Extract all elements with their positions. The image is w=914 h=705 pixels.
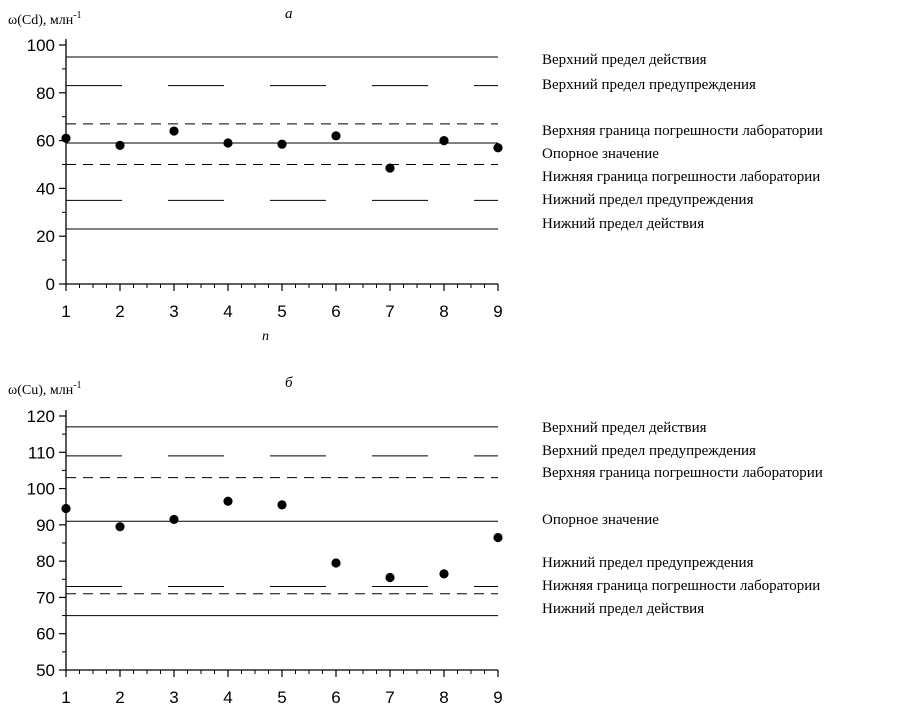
x-tick-label: 4 xyxy=(223,302,232,321)
y-tick-label: 80 xyxy=(36,84,55,103)
panel-label: б xyxy=(285,375,293,391)
y-axis-label-main: ω(Cu), млн xyxy=(8,383,74,398)
data-point xyxy=(331,131,341,141)
legend-label: Верхний предел предупреждения xyxy=(542,443,756,459)
legend-label: Опорное значение xyxy=(542,512,659,528)
x-tick-label: 6 xyxy=(331,302,340,321)
x-axis-label: n xyxy=(262,329,269,344)
y-tick-label: 40 xyxy=(36,179,55,198)
y-tick-label: 120 xyxy=(27,407,55,426)
data-point xyxy=(169,126,179,136)
data-point xyxy=(439,569,449,579)
x-tick-label: 1 xyxy=(61,688,70,705)
x-tick-label: 5 xyxy=(277,688,286,705)
data-point xyxy=(331,558,341,568)
legend-label: Нижняя граница погрешности лаборатории xyxy=(542,169,820,185)
x-tick-label: 8 xyxy=(439,302,448,321)
y-axis-label: ω(Cd), млн-1 xyxy=(8,10,82,28)
y-axis-label-main: ω(Cd), млн xyxy=(8,13,74,28)
data-point xyxy=(61,503,71,514)
data-point xyxy=(277,139,287,149)
legend-label: Нижняя граница погрешности лаборатории xyxy=(542,578,820,594)
legend-label: Опорное значение xyxy=(542,146,659,162)
legend-label: Нижний предел предупреждения xyxy=(542,555,754,571)
chart-panel-1: Верхний предел действия Верхний предел пр… xyxy=(8,6,823,344)
y-tick-label: 70 xyxy=(36,588,55,607)
y-axis-label-superscript: -1 xyxy=(73,380,81,391)
y-tick-label: 80 xyxy=(36,552,55,571)
data-point xyxy=(277,500,287,510)
data-point xyxy=(493,532,503,543)
x-tick-label: 5 xyxy=(277,302,286,321)
y-tick-label: 90 xyxy=(36,516,55,535)
x-tick-label: 3 xyxy=(169,688,178,705)
x-tick-label: 7 xyxy=(385,302,394,321)
y-axis-label: ω(Cu), млн-1 xyxy=(8,380,82,398)
data-point xyxy=(61,133,71,143)
y-tick-label: 100 xyxy=(27,480,55,499)
legend-label: Нижний предел действия xyxy=(542,601,704,617)
data-point xyxy=(223,496,233,506)
x-tick-label: 6 xyxy=(331,688,340,705)
y-tick-label: 100 xyxy=(27,36,55,55)
data-point xyxy=(439,136,449,146)
legend-label: Верхний предел действия xyxy=(542,52,707,68)
x-tick-label: 2 xyxy=(115,302,124,321)
legend-label: Верхняя граница погрешности лаборатории xyxy=(542,123,823,139)
x-tick-label: 9 xyxy=(493,302,502,321)
panel-label: а xyxy=(285,6,293,22)
data-point xyxy=(385,163,395,173)
legend-label: Верхний предел действия xyxy=(542,420,707,436)
data-point xyxy=(115,522,125,532)
y-tick-label: 60 xyxy=(36,132,55,151)
x-tick-label: 8 xyxy=(439,688,448,705)
y-tick-label: 60 xyxy=(36,625,55,644)
data-point xyxy=(385,572,395,583)
y-tick-label: 20 xyxy=(36,227,55,246)
legend-label: Нижний предел действия xyxy=(542,216,704,232)
data-point xyxy=(223,138,233,148)
x-tick-label: 2 xyxy=(115,688,124,705)
y-tick-label: 50 xyxy=(36,661,55,680)
data-point xyxy=(115,140,125,150)
x-tick-label: 9 xyxy=(493,688,502,705)
data-point xyxy=(169,514,179,525)
legend-label: Нижний предел предупреждения xyxy=(542,192,754,208)
y-tick-label: 110 xyxy=(28,443,55,462)
x-tick-label: 3 xyxy=(169,302,178,321)
chart-panel-2: Верхний предел действия Верхний предел пр… xyxy=(8,375,823,705)
data-point xyxy=(493,143,503,153)
legend-label: Верхняя граница погрешности лаборатории xyxy=(542,465,823,481)
x-tick-label: 7 xyxy=(385,688,394,705)
x-tick-label: 4 xyxy=(223,688,232,705)
y-axis-label-superscript: -1 xyxy=(73,10,81,21)
x-tick-label: 1 xyxy=(61,302,70,321)
legend-label: Верхний предел предупреждения xyxy=(542,77,756,93)
y-tick-label: 0 xyxy=(46,275,55,294)
